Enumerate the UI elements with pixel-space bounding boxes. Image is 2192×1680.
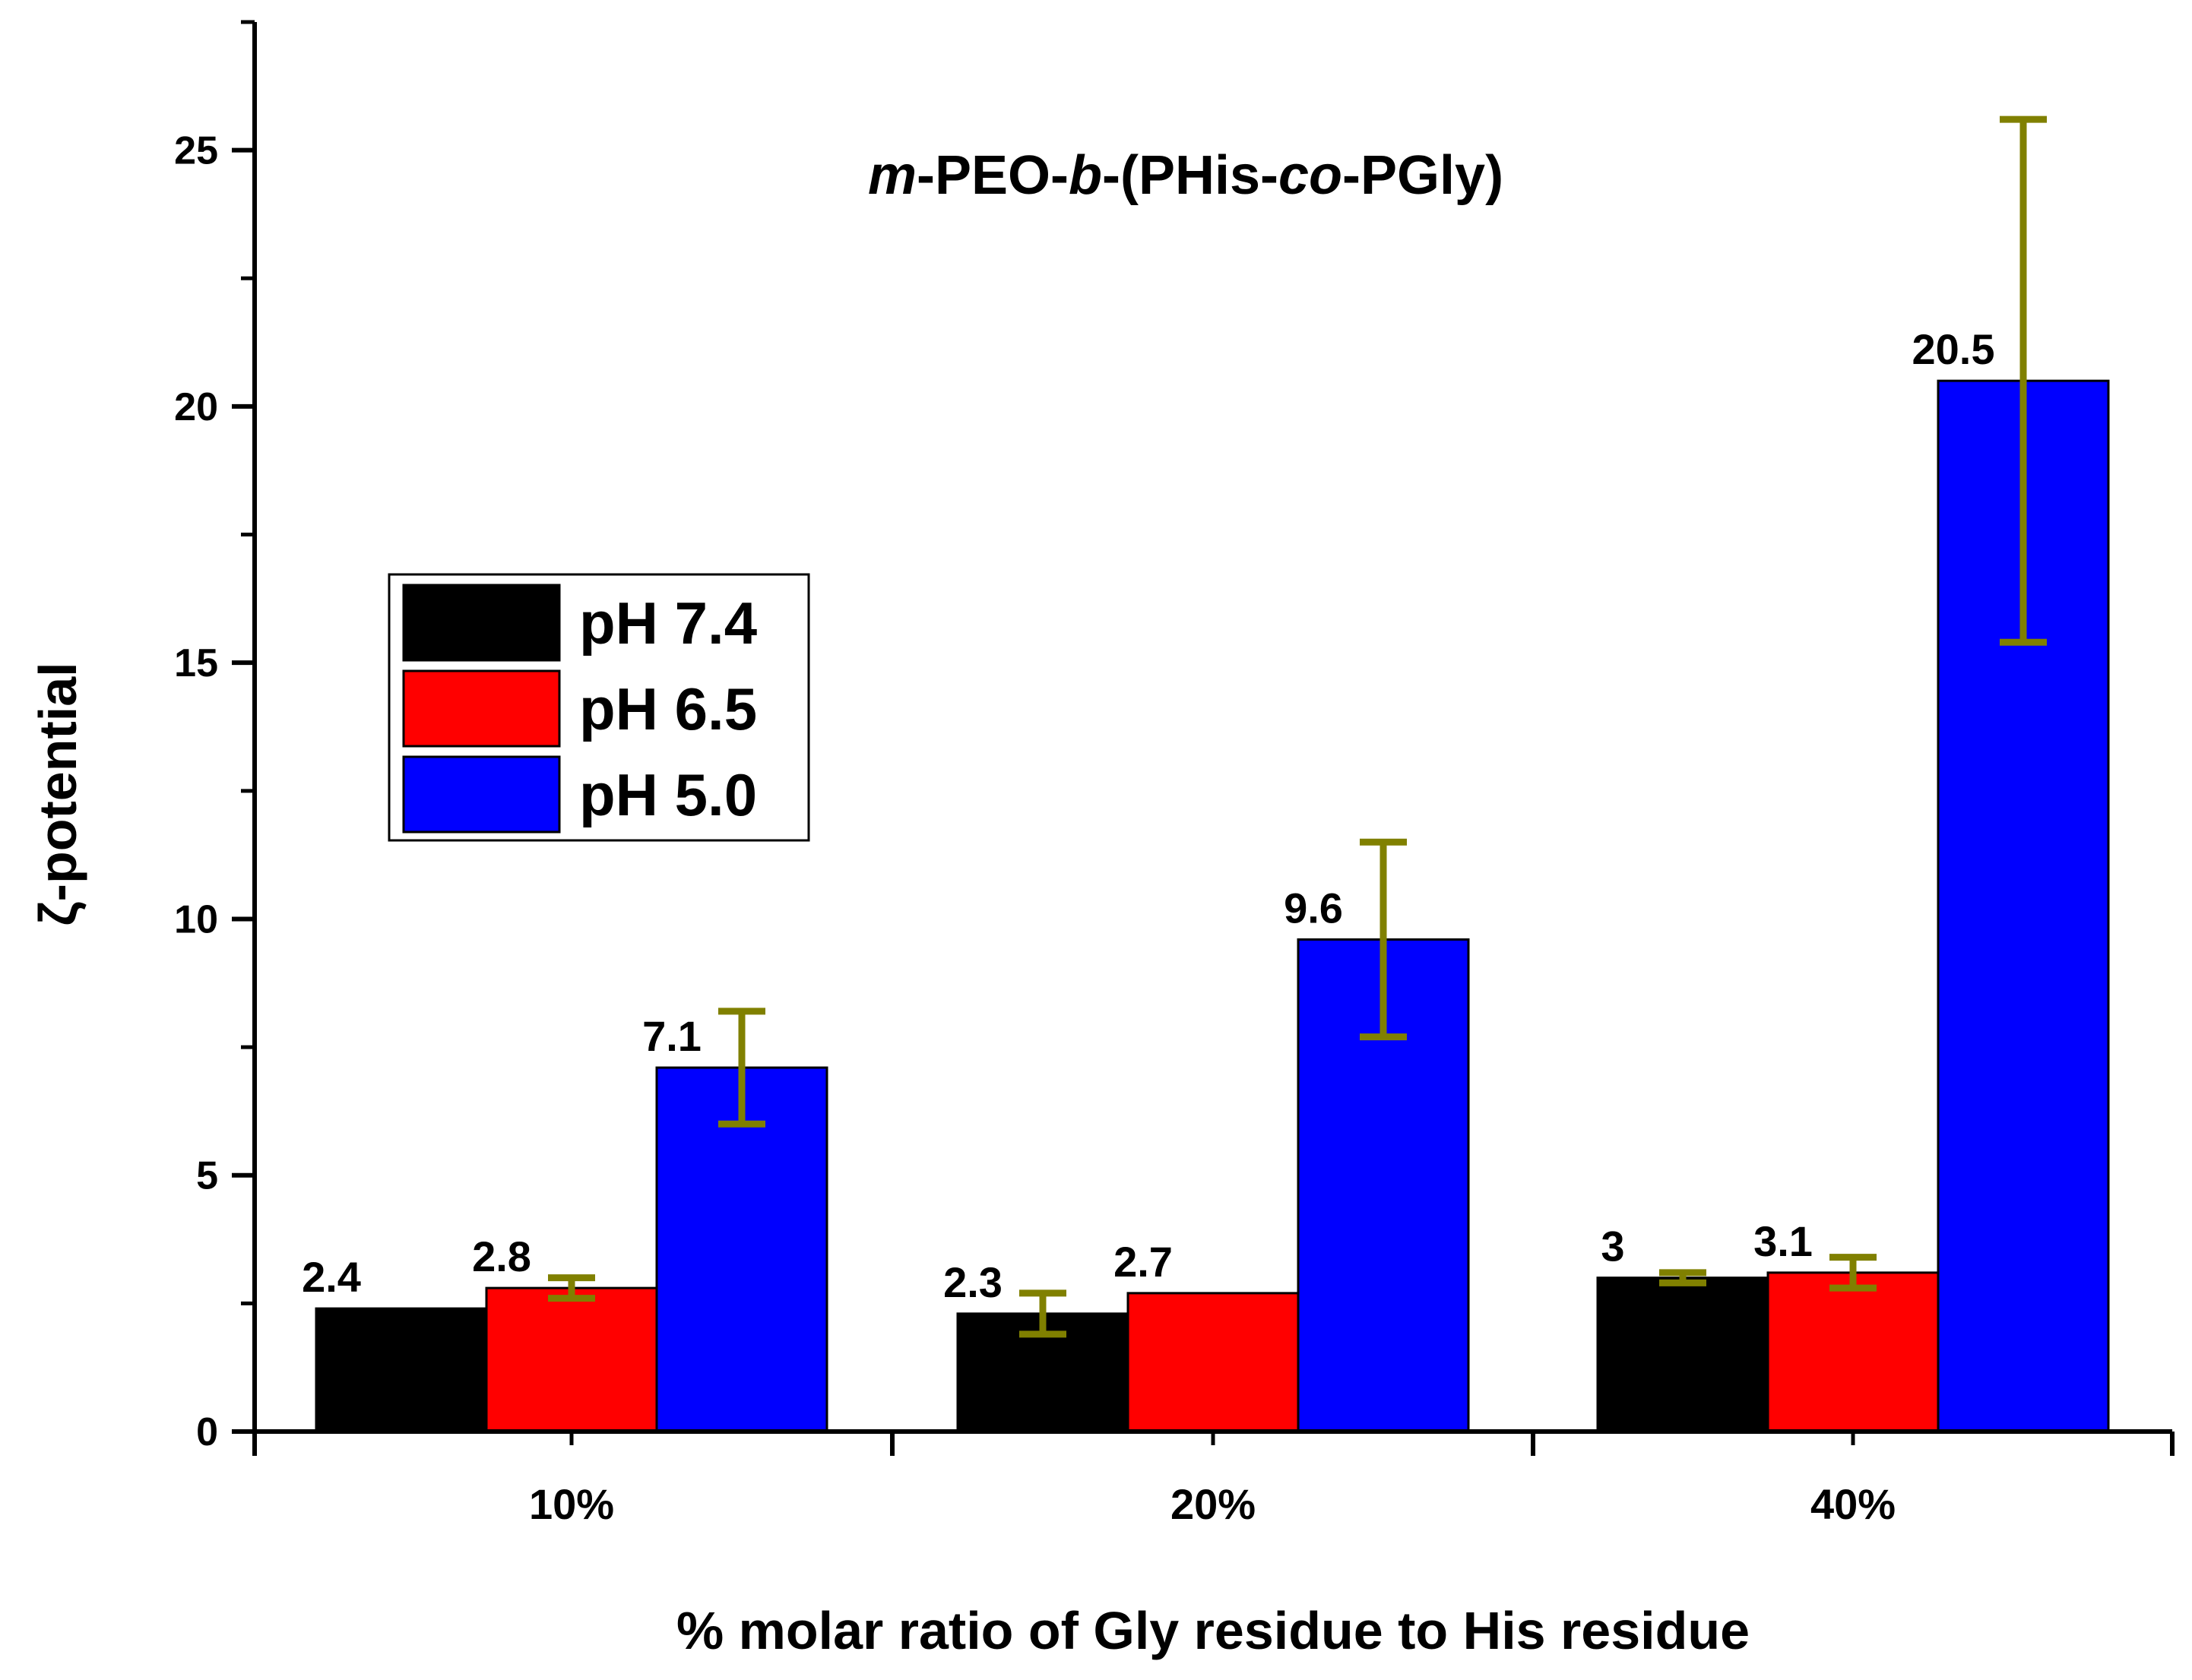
legend-swatch-ph74 xyxy=(402,584,561,662)
data-label: 2.7 xyxy=(1113,1238,1173,1286)
title-part: -(PHis- xyxy=(1102,145,1278,206)
x-axis-title: % molar ratio of Gly residue to His resi… xyxy=(676,1601,1750,1660)
chart-title: m-PEO-b-(PHis-co-PGly) xyxy=(868,145,1503,206)
legend-swatch-ph65 xyxy=(402,669,561,748)
title-part: b xyxy=(1069,145,1102,206)
axes: 0 5 10 15 20 25 10% 20% 40% xyxy=(174,20,2175,1528)
data-label: 9.6 xyxy=(1284,884,1343,932)
data-label: 7.1 xyxy=(642,1012,702,1060)
data-label: 2.3 xyxy=(943,1258,1003,1306)
bar-ph65-10pct xyxy=(485,1286,658,1433)
y-tick-label: 10 xyxy=(174,897,218,941)
y-tick-label: 25 xyxy=(174,129,218,173)
data-label: 2.4 xyxy=(302,1253,361,1301)
legend-label-ph74: pH 7.4 xyxy=(579,590,757,656)
x-tick-label: 40% xyxy=(1810,1480,1896,1528)
data-label: 3 xyxy=(1601,1223,1624,1270)
y-tick-label: 5 xyxy=(196,1154,218,1198)
bar-ph50-10pct xyxy=(655,1066,828,1433)
x-tick-label: 10% xyxy=(529,1480,614,1528)
data-label: 2.8 xyxy=(472,1232,531,1280)
y-tick-label: 15 xyxy=(174,641,218,685)
legend-label-ph65: pH 6.5 xyxy=(579,675,757,742)
data-label: 3.1 xyxy=(1753,1217,1813,1265)
plot-area xyxy=(315,115,2110,1433)
legend-label-ph50: pH 5.0 xyxy=(579,761,757,828)
y-tick-label: 20 xyxy=(174,385,218,429)
title-part: -PGly) xyxy=(1342,145,1503,206)
bar-ph74-40pct xyxy=(1596,1277,1769,1433)
y-axis-title: ζ-potential xyxy=(28,662,87,925)
legend-swatch-ph50 xyxy=(402,755,561,834)
title-part: co xyxy=(1278,145,1342,206)
y-tick-label: 0 xyxy=(196,1410,218,1454)
bar-ph65-40pct xyxy=(1766,1271,1940,1433)
bar-ph65-20pct xyxy=(1126,1292,1300,1433)
legend: pH 7.4 pH 6.5 pH 5.0 xyxy=(388,573,810,842)
title-part: m xyxy=(868,145,917,206)
data-labels: 2.4 2.8 7.1 2.3 2.7 9.6 3 3.1 20.5 xyxy=(302,325,1994,1306)
title-part: -PEO- xyxy=(917,145,1069,206)
bar-ph74-10pct xyxy=(315,1307,488,1433)
data-label: 20.5 xyxy=(1912,325,1995,373)
x-tick-label: 20% xyxy=(1170,1480,1256,1528)
